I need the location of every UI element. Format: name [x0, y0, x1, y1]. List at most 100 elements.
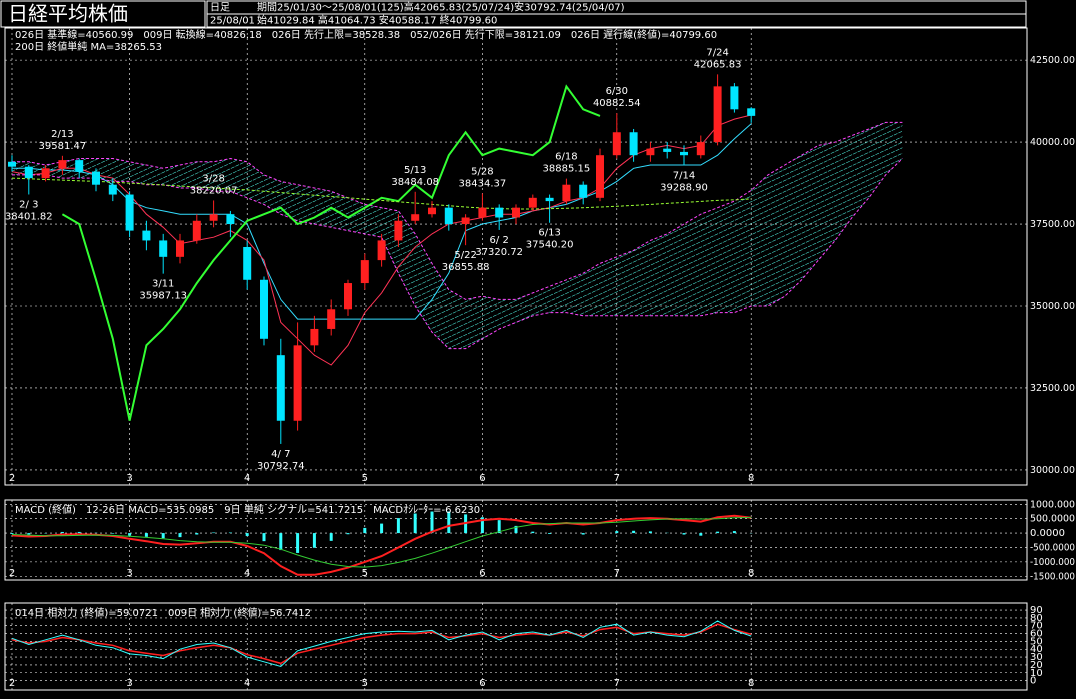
osc-bar — [380, 523, 384, 534]
legend-entry: MACDｵｼﾚｰﾀｰ=-6.6230 — [373, 504, 480, 516]
candle-body — [461, 217, 470, 225]
osc-bar — [682, 533, 686, 535]
candle-body — [226, 214, 235, 225]
chart-title: 日経平均株価 — [8, 2, 128, 26]
y-tick-label: 90 — [1030, 605, 1043, 616]
legend-entry: 12-26日 MACD=535.0985 — [86, 505, 214, 516]
period-info: 期間25/01/30～25/08/01(125)高42065.83(25/07/… — [257, 1, 625, 14]
y-tick-label: 40 — [1030, 644, 1043, 655]
candle-body — [696, 142, 705, 156]
x-tick-label: 3 — [126, 473, 132, 484]
osc-bar — [497, 520, 501, 534]
x-tick-label: 2 — [9, 568, 15, 579]
x-tick-label: 4 — [244, 568, 250, 579]
candle-body — [394, 220, 403, 241]
bar-type: 日足 — [210, 2, 230, 14]
y-tick-label: 30000.00 — [1030, 465, 1075, 476]
x-tick-label: 2 — [9, 678, 15, 689]
osc-bar — [480, 517, 484, 534]
series-line — [11, 514, 752, 576]
legend-entry: 026日 基準線=40560.99 — [15, 28, 133, 41]
x-tick-label: 4 — [244, 678, 250, 689]
candle-body — [579, 184, 588, 198]
candle-body — [75, 160, 84, 172]
candle-body — [260, 279, 268, 339]
osc-bar — [161, 533, 165, 539]
annotation-date: 7/14 — [673, 170, 695, 181]
osc-bar — [346, 533, 350, 535]
annotation-date: 6/30 — [606, 86, 628, 97]
osc-bar — [245, 533, 249, 536]
osc-bar — [279, 533, 283, 551]
candle-body — [747, 108, 756, 116]
y-tick-label: -1000.000 — [1030, 557, 1075, 568]
x-tick-label: 7 — [614, 678, 620, 689]
candle-body — [243, 246, 252, 280]
y-tick-label: 0 — [1030, 676, 1036, 687]
candle-body — [478, 207, 487, 218]
annotation-value: 40882.54 — [593, 98, 641, 109]
annotation-date: 3/11 — [152, 279, 174, 290]
osc-bar — [413, 513, 417, 534]
x-tick-label: 3 — [126, 678, 132, 689]
x-tick-label: 5 — [362, 568, 368, 579]
candle-body — [377, 240, 386, 261]
candle-body — [108, 184, 117, 195]
y-tick-label: 70 — [1030, 621, 1043, 632]
candle-body — [495, 207, 504, 218]
annotation-value: 38484.08 — [391, 177, 439, 188]
candle-body — [310, 328, 319, 346]
series-line — [11, 623, 752, 665]
osc-bar — [514, 525, 518, 534]
x-tick-label: 5 — [362, 678, 368, 689]
candle-body — [545, 197, 554, 202]
x-tick-label: 7 — [614, 568, 620, 579]
candle-body — [293, 345, 302, 421]
osc-bar — [128, 533, 132, 536]
osc-bar — [228, 532, 232, 534]
panel-frame — [4, 499, 1028, 581]
y-tick-label: -1500.000 — [1030, 571, 1075, 582]
annotation-value: 39581.47 — [39, 141, 87, 152]
y-tick-label: -500.0000 — [1030, 542, 1075, 553]
panel-frame — [4, 27, 1028, 486]
osc-bar — [178, 533, 182, 538]
x-tick-label: 7 — [614, 473, 620, 484]
osc-bar — [716, 531, 720, 534]
y-tick-label: 10 — [1030, 668, 1043, 679]
candle-body — [159, 240, 168, 257]
annotation-value: 35987.13 — [139, 291, 187, 302]
legend-entry: 026日 遅行線(終値)=40799.60 — [571, 28, 717, 41]
osc-bar — [60, 531, 64, 534]
annotation-value: 37320.72 — [475, 247, 523, 258]
cloud-fill — [12, 122, 903, 349]
annotation-date: 4/ 7 — [271, 449, 290, 460]
osc-bar — [296, 533, 300, 553]
annotation-value: 39288.90 — [660, 182, 708, 193]
series-line — [11, 620, 752, 668]
legend-entry: 052/026日 先行下限=38121.09 — [410, 28, 561, 41]
x-tick-label: 4 — [244, 473, 250, 484]
y-tick-label: 50 — [1030, 636, 1043, 647]
candle-body — [562, 184, 571, 202]
y-tick-label: 80 — [1030, 613, 1043, 624]
candle-body — [444, 207, 453, 225]
series-line — [12, 123, 752, 320]
osc-bar — [396, 518, 400, 534]
annotation-date: 7/24 — [706, 47, 728, 58]
series-line — [11, 177, 752, 210]
osc-bar — [27, 533, 31, 535]
legend-entry: 026日 先行上限=38528.38 — [272, 28, 400, 41]
annotation-value: 37540.20 — [526, 240, 574, 251]
panel-title: MACD (終値) — [15, 503, 76, 516]
candle-body — [360, 260, 369, 284]
candle-body — [596, 155, 604, 198]
x-tick-label: 8 — [748, 678, 754, 689]
candle-body — [528, 197, 537, 208]
candle-body — [629, 132, 638, 156]
annotation-date: 6/13 — [538, 228, 560, 239]
candle-body — [8, 161, 16, 167]
candle-body — [512, 207, 520, 218]
candle-body — [192, 220, 201, 241]
annotation-value: 42065.83 — [694, 59, 742, 70]
